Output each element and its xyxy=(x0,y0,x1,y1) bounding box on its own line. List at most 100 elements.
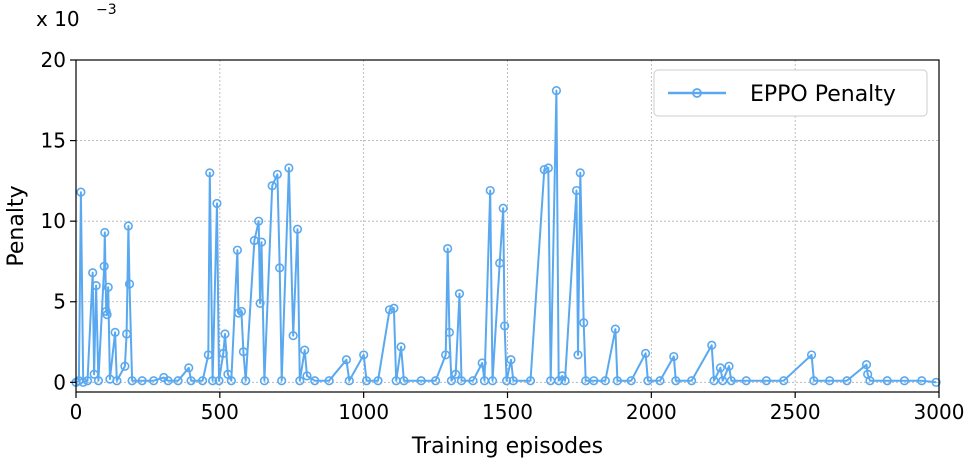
data-point xyxy=(899,376,910,386)
data-point xyxy=(779,376,789,386)
data-point xyxy=(543,163,553,173)
data-point xyxy=(236,306,247,317)
data-point xyxy=(444,327,454,337)
data-point xyxy=(99,261,109,271)
data-point xyxy=(671,376,681,386)
data-point xyxy=(124,279,135,289)
data-point xyxy=(468,376,478,386)
data-point xyxy=(508,376,518,386)
data-point xyxy=(715,363,725,373)
data-point xyxy=(640,348,651,358)
data-point xyxy=(506,355,516,365)
data-point xyxy=(218,348,228,358)
y-scale-exponent: −3 xyxy=(96,2,117,18)
data-point xyxy=(186,376,196,386)
data-point xyxy=(361,376,372,386)
data-point xyxy=(525,376,536,386)
data-point xyxy=(456,376,467,386)
data-point xyxy=(120,361,130,371)
data-point xyxy=(687,376,697,386)
data-point xyxy=(612,376,622,386)
data-point xyxy=(103,282,113,292)
legend-label: EPPO Penalty xyxy=(750,82,896,107)
data-point xyxy=(324,376,334,386)
data-point xyxy=(91,281,101,291)
data-point xyxy=(451,369,461,379)
data-point xyxy=(232,245,242,255)
data-point xyxy=(384,305,395,315)
data-point xyxy=(487,376,498,386)
data-point xyxy=(861,360,872,370)
data-point xyxy=(655,376,665,386)
y-tick-label: 0 xyxy=(53,370,66,394)
data-point xyxy=(259,376,270,386)
data-point xyxy=(643,376,653,386)
data-point xyxy=(485,185,495,196)
data-point xyxy=(443,243,453,254)
data-point xyxy=(551,86,562,96)
data-point xyxy=(205,168,215,178)
data-point xyxy=(560,376,570,386)
y-axis-title: Penalty xyxy=(4,185,29,266)
data-point xyxy=(571,185,582,196)
x-tick-label: 2000 xyxy=(626,400,677,424)
data-point xyxy=(399,376,409,386)
data-point xyxy=(88,268,98,278)
data-point xyxy=(416,376,426,386)
data-point xyxy=(761,376,772,386)
data-point xyxy=(78,377,88,387)
data-point xyxy=(220,329,230,339)
data-point xyxy=(579,318,589,328)
y-tick-label: 10 xyxy=(41,209,66,233)
data-point xyxy=(284,163,294,173)
data-point xyxy=(931,377,941,387)
y-tick-label: 5 xyxy=(53,290,66,314)
data-point xyxy=(102,310,112,320)
data-point xyxy=(882,376,892,386)
data-point xyxy=(842,376,852,386)
data-point xyxy=(389,303,399,313)
x-axis-title: Training episodes xyxy=(411,434,603,459)
legend: EPPO Penalty xyxy=(653,69,928,117)
data-point xyxy=(917,376,927,386)
data-point xyxy=(359,350,369,360)
data-point xyxy=(93,376,104,386)
data-point xyxy=(208,376,218,386)
data-point xyxy=(137,376,147,386)
data-point xyxy=(441,350,451,360)
data-point xyxy=(865,376,875,386)
data-point xyxy=(707,340,717,350)
data-point xyxy=(573,350,583,360)
x-tick-label: 0 xyxy=(70,400,83,424)
data-point xyxy=(100,227,110,238)
data-point xyxy=(256,237,267,247)
data-point xyxy=(806,350,817,360)
data-point xyxy=(344,376,354,386)
data-point xyxy=(454,289,465,299)
data-point xyxy=(626,376,636,386)
data-point xyxy=(575,168,585,178)
data-point xyxy=(203,350,213,360)
data-point xyxy=(495,258,505,268)
y-axis-ticks: 0 5 10 15 20 xyxy=(41,48,76,394)
data-point xyxy=(589,376,599,386)
x-tick-label: 500 xyxy=(201,400,239,424)
data-point xyxy=(373,376,383,386)
series-line xyxy=(75,89,937,384)
x-axis-ticks: 0 500 1000 1500 2000 2500 3000 xyxy=(70,392,964,424)
data-point xyxy=(272,169,282,180)
data-point xyxy=(724,361,734,371)
data-point xyxy=(127,376,137,386)
series-layer xyxy=(71,86,941,387)
x-tick-label: 1000 xyxy=(338,400,389,424)
data-point xyxy=(112,376,122,386)
data-point xyxy=(825,376,835,386)
data-point xyxy=(214,376,224,386)
data-point xyxy=(89,369,99,379)
data-point xyxy=(310,376,320,386)
data-point xyxy=(430,376,441,386)
data-point xyxy=(500,321,510,331)
data-point xyxy=(498,203,508,213)
y-scale-text: x 10 xyxy=(36,7,80,31)
data-point xyxy=(288,330,298,341)
